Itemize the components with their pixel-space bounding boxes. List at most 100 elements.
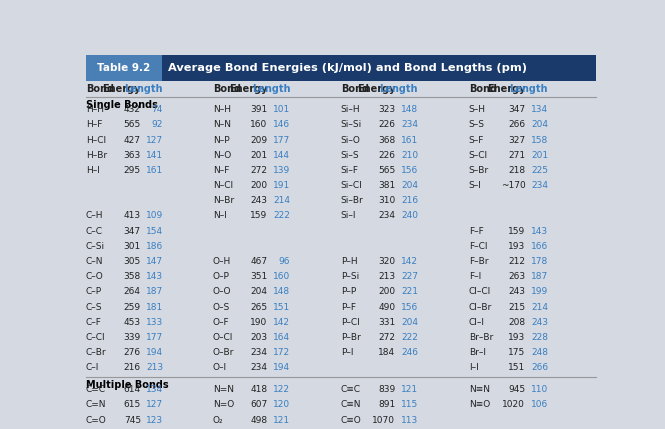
Text: 161: 161 — [146, 166, 163, 175]
Text: 363: 363 — [124, 151, 141, 160]
Text: O₂: O₂ — [213, 416, 223, 425]
Text: 1070: 1070 — [372, 416, 396, 425]
Text: 203: 203 — [251, 333, 267, 342]
Text: S–Cl: S–Cl — [469, 151, 487, 160]
Text: 187: 187 — [531, 272, 548, 281]
Text: Length: Length — [380, 84, 418, 94]
Text: 467: 467 — [251, 257, 267, 266]
Text: N–N: N–N — [213, 120, 231, 129]
Text: 218: 218 — [508, 166, 525, 175]
Text: 178: 178 — [531, 257, 548, 266]
Text: 194: 194 — [273, 363, 291, 372]
Text: Bond: Bond — [86, 84, 114, 94]
Text: Length: Length — [124, 84, 163, 94]
Text: 216: 216 — [401, 196, 418, 205]
Text: Si–F: Si–F — [341, 166, 359, 175]
Text: 204: 204 — [531, 120, 548, 129]
Text: 199: 199 — [531, 287, 548, 296]
Text: 120: 120 — [273, 400, 291, 409]
Text: 221: 221 — [401, 287, 418, 296]
Text: Bond: Bond — [341, 84, 369, 94]
Text: 159: 159 — [508, 227, 525, 236]
Text: 160: 160 — [273, 272, 291, 281]
Text: O–I: O–I — [213, 363, 227, 372]
Text: 225: 225 — [531, 166, 548, 175]
Text: Cl–Cl: Cl–Cl — [469, 287, 491, 296]
Text: N=N: N=N — [213, 385, 234, 394]
Text: 190: 190 — [251, 318, 267, 327]
Text: O–F: O–F — [213, 318, 229, 327]
Text: C=O: C=O — [86, 416, 106, 425]
Text: 201: 201 — [251, 151, 267, 160]
Text: 113: 113 — [401, 416, 418, 425]
Text: O–O: O–O — [213, 287, 231, 296]
Text: N≡N: N≡N — [469, 385, 489, 394]
Text: Length: Length — [509, 84, 548, 94]
Text: Single Bonds: Single Bonds — [86, 100, 158, 110]
Text: 945: 945 — [508, 385, 525, 394]
Text: C–I: C–I — [86, 363, 99, 372]
Text: 248: 248 — [531, 348, 548, 357]
Text: 134: 134 — [146, 385, 163, 394]
Text: 607: 607 — [251, 400, 267, 409]
Text: C–O: C–O — [86, 272, 104, 281]
Text: Bond: Bond — [469, 84, 497, 94]
Text: 498: 498 — [251, 416, 267, 425]
Text: 266: 266 — [508, 120, 525, 129]
Text: 243: 243 — [531, 318, 548, 327]
Text: C–H: C–H — [86, 211, 103, 221]
Text: S–S: S–S — [469, 120, 485, 129]
Text: 246: 246 — [401, 348, 418, 357]
Text: H–Cl: H–Cl — [86, 136, 106, 145]
Text: O–Br: O–Br — [213, 348, 234, 357]
Text: 201: 201 — [531, 151, 548, 160]
Text: 745: 745 — [124, 416, 141, 425]
Text: Si–Cl: Si–Cl — [341, 181, 362, 190]
Text: 226: 226 — [378, 151, 396, 160]
Text: 272: 272 — [378, 333, 396, 342]
Text: Energy: Energy — [487, 84, 525, 94]
Text: O–P: O–P — [213, 272, 230, 281]
Text: 222: 222 — [401, 333, 418, 342]
Text: 327: 327 — [508, 136, 525, 145]
Text: 92: 92 — [152, 120, 163, 129]
Text: 264: 264 — [124, 287, 141, 296]
Text: 271: 271 — [508, 151, 525, 160]
Text: 115: 115 — [401, 400, 418, 409]
Text: N–Br: N–Br — [213, 196, 234, 205]
Text: P–Si: P–Si — [341, 272, 359, 281]
Text: 615: 615 — [124, 400, 141, 409]
Text: 234: 234 — [378, 211, 396, 221]
Text: 295: 295 — [124, 166, 141, 175]
Text: C=N: C=N — [86, 400, 106, 409]
Text: F–Br: F–Br — [469, 257, 488, 266]
Text: Cl–Br: Cl–Br — [469, 302, 492, 311]
Text: 123: 123 — [146, 416, 163, 425]
Text: S–I: S–I — [469, 181, 481, 190]
Text: 191: 191 — [273, 181, 291, 190]
Text: 234: 234 — [251, 363, 267, 372]
Text: Energy: Energy — [102, 84, 141, 94]
Text: 160: 160 — [251, 120, 267, 129]
Text: C–Br: C–Br — [86, 348, 106, 357]
Text: 184: 184 — [378, 348, 396, 357]
Text: 614: 614 — [124, 385, 141, 394]
Text: S–F: S–F — [469, 136, 484, 145]
Text: 301: 301 — [124, 242, 141, 251]
Text: 133: 133 — [146, 318, 163, 327]
Text: 208: 208 — [508, 318, 525, 327]
Text: C–S: C–S — [86, 302, 102, 311]
Text: 101: 101 — [273, 105, 291, 114]
Text: 427: 427 — [124, 136, 141, 145]
Text: 156: 156 — [401, 166, 418, 175]
Text: 193: 193 — [508, 242, 525, 251]
Text: 164: 164 — [273, 333, 291, 342]
Text: 127: 127 — [146, 136, 163, 145]
Text: 144: 144 — [273, 151, 291, 160]
Text: 839: 839 — [378, 385, 396, 394]
Text: 215: 215 — [508, 302, 525, 311]
Text: 177: 177 — [146, 333, 163, 342]
Text: 209: 209 — [251, 136, 267, 145]
Text: 148: 148 — [273, 287, 291, 296]
Text: P–Br: P–Br — [341, 333, 360, 342]
